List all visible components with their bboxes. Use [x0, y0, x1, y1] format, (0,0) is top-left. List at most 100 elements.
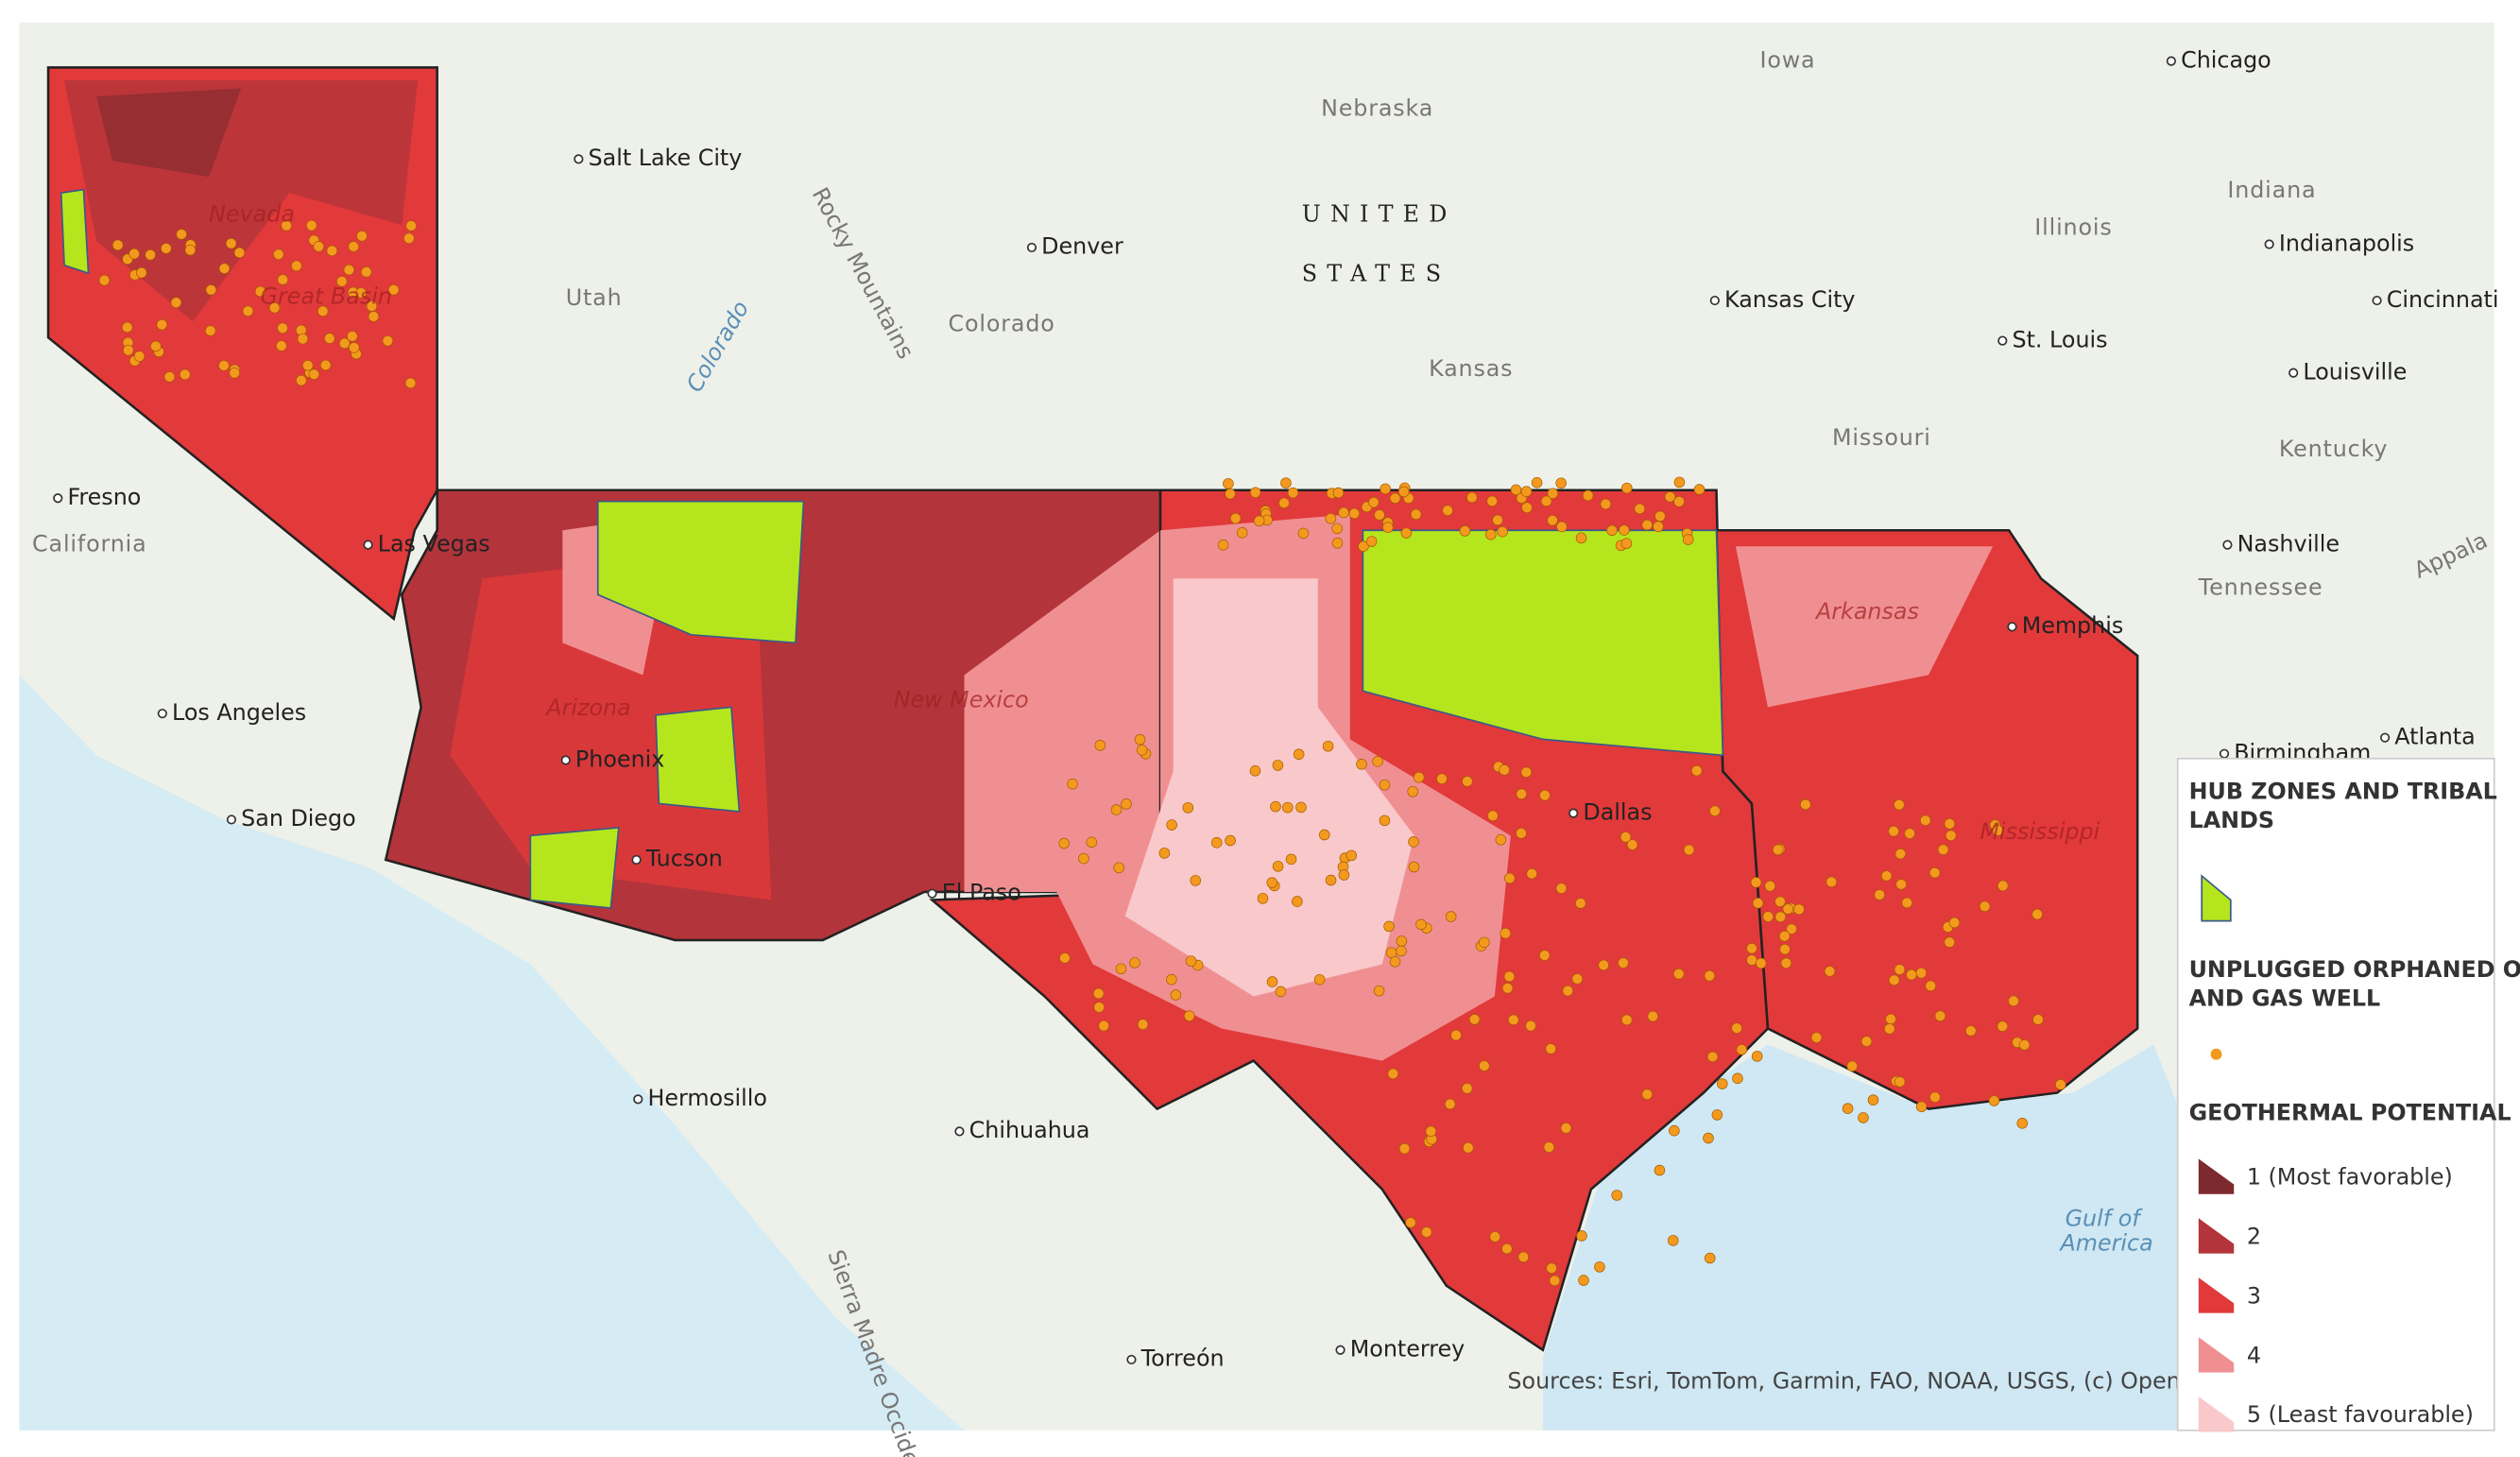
well-marker	[1764, 880, 1776, 892]
city-dot	[954, 1126, 965, 1137]
well-marker	[1539, 789, 1551, 801]
well-marker	[1654, 510, 1666, 523]
place-label: Nebraska	[1321, 94, 1433, 121]
well-marker	[1297, 527, 1310, 540]
well-marker	[324, 333, 335, 344]
well-marker	[1571, 973, 1584, 985]
well-marker	[150, 340, 162, 352]
well-marker	[1257, 893, 1269, 904]
well-marker	[1703, 1132, 1714, 1144]
well-marker	[1225, 834, 1236, 847]
well-marker	[1641, 1088, 1654, 1100]
well-marker	[319, 359, 332, 371]
well-marker	[1598, 959, 1609, 971]
well-marker	[2031, 908, 2043, 920]
az-hub-2	[529, 827, 620, 909]
well-marker	[133, 351, 146, 362]
well-marker	[348, 342, 360, 353]
well-marker	[1934, 1010, 1946, 1022]
city-label: Memphis	[2022, 612, 2124, 639]
city-dot	[631, 854, 642, 866]
well-marker	[296, 374, 307, 386]
well-marker	[1894, 798, 1905, 811]
well-marker	[1531, 477, 1543, 489]
city-dot	[2219, 748, 2230, 759]
city-dot	[363, 540, 373, 550]
nevada-top	[96, 88, 242, 178]
well-marker	[1421, 1226, 1432, 1238]
well-marker	[1690, 764, 1703, 777]
well-marker	[1547, 514, 1558, 526]
city-label: Indianapolis	[2279, 230, 2414, 256]
well-marker	[1385, 947, 1397, 958]
well-marker	[1331, 523, 1343, 535]
well-marker	[1997, 1020, 2009, 1032]
texas-lightest	[1124, 578, 1414, 997]
well-marker	[1945, 830, 1957, 842]
well-marker	[1400, 527, 1413, 539]
well-marker	[1389, 955, 1401, 968]
well-marker	[1516, 828, 1527, 839]
well-marker	[176, 229, 187, 240]
well-marker	[1611, 1190, 1623, 1201]
well-marker	[170, 297, 182, 309]
well-marker	[1543, 1141, 1555, 1153]
well-marker	[1556, 521, 1568, 533]
city-label: St. Louis	[2013, 326, 2108, 352]
gulf	[1542, 1044, 2186, 1431]
well-marker	[1086, 836, 1098, 848]
well-marker	[1078, 852, 1089, 865]
well-marker	[1380, 483, 1391, 495]
place-label: Arkansas	[1814, 598, 1919, 625]
nm-light	[964, 530, 1161, 892]
well-marker	[1782, 903, 1794, 915]
well-marker	[1382, 522, 1394, 533]
city-label: Chicago	[2181, 46, 2271, 73]
well-marker	[1858, 1112, 1869, 1123]
well-marker	[121, 321, 133, 334]
well-marker	[1500, 927, 1512, 939]
well-marker	[1166, 819, 1177, 831]
well-marker	[1387, 1068, 1399, 1080]
well-marker	[1682, 534, 1694, 545]
well-marker	[348, 241, 359, 252]
well-marker	[1348, 507, 1361, 520]
well-marker	[1929, 1091, 1941, 1104]
place-label: Utah	[566, 284, 623, 311]
well-marker	[1965, 1025, 1977, 1037]
place-label: Indiana	[2227, 177, 2316, 203]
well-marker	[1495, 834, 1507, 846]
city-dot	[2264, 239, 2274, 249]
well-marker	[1373, 985, 1385, 997]
well-marker	[1368, 496, 1380, 508]
well-marker	[1706, 1051, 1719, 1063]
well-marker	[1626, 839, 1638, 850]
well-marker	[1906, 968, 1917, 981]
city-dot	[226, 814, 237, 825]
well-marker	[1379, 779, 1391, 791]
well-marker	[1115, 963, 1127, 975]
well-marker	[1667, 1235, 1679, 1246]
well-marker	[1365, 536, 1378, 547]
well-marker	[1413, 771, 1425, 783]
well-marker	[1560, 1123, 1572, 1134]
well-marker	[1653, 521, 1664, 533]
well-marker	[135, 266, 147, 279]
place-label: Nevada	[209, 201, 295, 228]
well-marker	[1752, 898, 1764, 909]
well-marker	[1318, 829, 1330, 841]
well-marker	[1358, 540, 1369, 552]
city-dot	[1026, 242, 1037, 253]
well-marker	[1929, 866, 1941, 879]
legend-swatch	[2198, 1158, 2235, 1194]
well-marker	[1450, 1029, 1462, 1041]
nv-hub	[60, 188, 90, 275]
well-marker	[1704, 969, 1716, 982]
place-label: Illinois	[2034, 214, 2112, 240]
well-marker	[1944, 936, 1956, 948]
well-marker	[1895, 879, 1907, 890]
city-label: Hermosillo	[647, 1085, 766, 1111]
well-marker	[1874, 889, 1885, 900]
well-marker	[1182, 802, 1194, 814]
well-marker	[1325, 874, 1337, 886]
